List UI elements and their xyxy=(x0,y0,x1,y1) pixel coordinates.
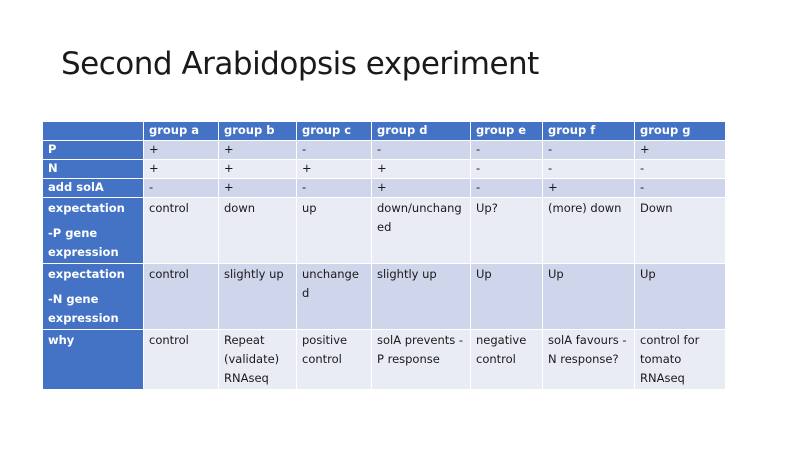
table-cell: - xyxy=(143,178,219,198)
table-cell: (more) down xyxy=(542,197,635,264)
table-row-expectation-n: expectation -N gene expression control s… xyxy=(42,263,726,330)
table-row-n: N + + + + - - - xyxy=(42,159,726,179)
table-cell: - xyxy=(634,178,726,198)
table-cell: + xyxy=(218,159,297,179)
table-cell: Up xyxy=(542,263,635,330)
row-label-p: P xyxy=(42,140,144,160)
slide-title: Second Arabidopsis experiment xyxy=(61,46,539,82)
header-group-f: group f xyxy=(542,121,635,141)
table-cell: + xyxy=(143,140,219,160)
header-row: group a group b group c group d group e … xyxy=(42,121,726,141)
table-cell: slightly up xyxy=(371,263,471,330)
table-cell: - xyxy=(470,159,543,179)
table-cell: Up xyxy=(470,263,543,330)
row-label-line: expectation xyxy=(48,267,125,281)
table-cell: - xyxy=(296,140,372,160)
table-row-expectation-p: expectation -P gene expression control d… xyxy=(42,197,726,264)
row-label-line: -P gene xyxy=(48,226,98,240)
table-cell: + xyxy=(218,178,297,198)
row-label-expectation-p: expectation -P gene expression xyxy=(42,197,144,264)
table-cell: up xyxy=(296,197,372,264)
table-cell: Up? xyxy=(470,197,543,264)
row-label-add-sola: add solA xyxy=(42,178,144,198)
table-cell: - xyxy=(470,178,543,198)
table-cell: Repeat (validate) RNAseq xyxy=(218,329,297,390)
table-cell: control xyxy=(143,329,219,390)
header-group-e: group e xyxy=(470,121,543,141)
row-label-line: -N gene xyxy=(48,292,99,306)
header-group-a: group a xyxy=(143,121,219,141)
table-cell: + xyxy=(143,159,219,179)
table-row-p: P + + - - - - + xyxy=(42,140,726,160)
header-corner xyxy=(42,121,144,141)
table-cell: positive control xyxy=(296,329,372,390)
table-cell: + xyxy=(634,140,726,160)
table-cell: negative control xyxy=(470,329,543,390)
table-cell: - xyxy=(470,140,543,160)
table-cell: slightly up xyxy=(218,263,297,330)
header-group-c: group c xyxy=(296,121,372,141)
row-label-why: why xyxy=(42,329,144,390)
header-group-g: group g xyxy=(634,121,726,141)
table-cell: control for tomato RNAseq xyxy=(634,329,726,390)
row-label-line: expression xyxy=(48,311,119,325)
table-cell: + xyxy=(218,140,297,160)
experiment-table: group a group b group c group d group e … xyxy=(42,121,726,390)
table-cell: + xyxy=(371,159,471,179)
table-cell: down xyxy=(218,197,297,264)
row-label-line: expression xyxy=(48,245,119,259)
table-cell: - xyxy=(371,140,471,160)
table-cell: solA favours -N response? xyxy=(542,329,635,390)
table-cell: - xyxy=(634,159,726,179)
table-cell: - xyxy=(296,178,372,198)
table-cell: Down xyxy=(634,197,726,264)
header-group-b: group b xyxy=(218,121,297,141)
table-cell: control xyxy=(143,197,219,264)
table-cell: unchanged xyxy=(296,263,372,330)
row-label-expectation-n: expectation -N gene expression xyxy=(42,263,144,330)
table-row-why: why control Repeat (validate) RNAseq pos… xyxy=(42,329,726,390)
row-label-n: N xyxy=(42,159,144,179)
table-cell: + xyxy=(542,178,635,198)
table-cell: down/unchanged xyxy=(371,197,471,264)
header-group-d: group d xyxy=(371,121,471,141)
table-cell: + xyxy=(296,159,372,179)
table-cell: + xyxy=(371,178,471,198)
table-cell: Up xyxy=(634,263,726,330)
table-cell: control xyxy=(143,263,219,330)
table-row-add-sola: add solA - + - + - + - xyxy=(42,178,726,198)
table-cell: solA prevents -P response xyxy=(371,329,471,390)
row-label-line: expectation xyxy=(48,201,125,215)
table-cell: - xyxy=(542,140,635,160)
table-cell: - xyxy=(542,159,635,179)
